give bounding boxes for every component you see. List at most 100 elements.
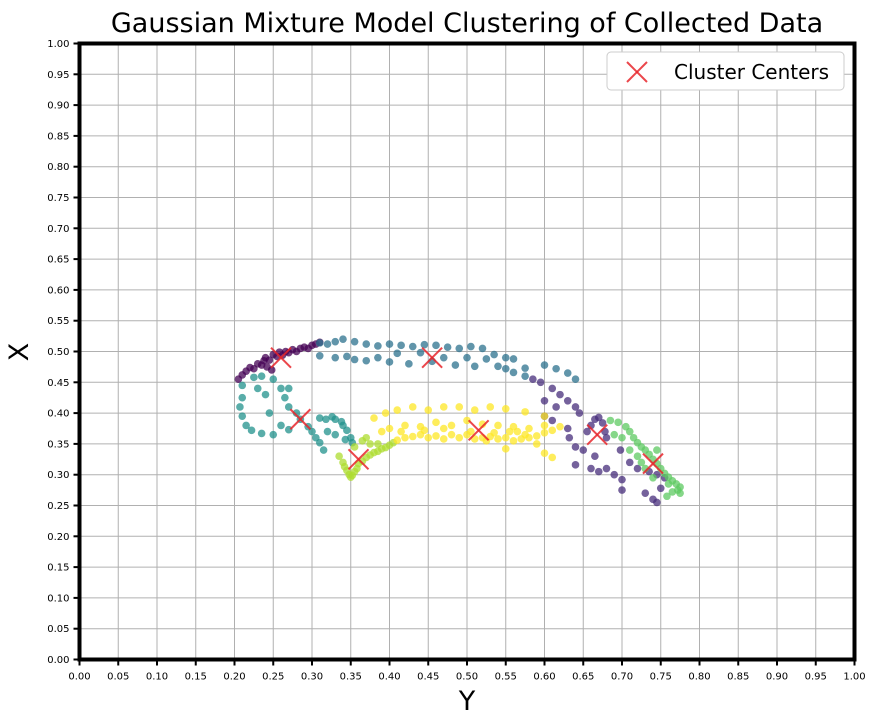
data-point xyxy=(664,480,673,488)
data-point xyxy=(663,492,671,501)
data-point xyxy=(548,453,557,462)
data-point xyxy=(393,406,402,414)
data-point xyxy=(540,429,549,437)
x-tick-label: 0.50 xyxy=(456,672,478,683)
data-points xyxy=(234,335,684,507)
y-tick-label: 0.30 xyxy=(47,470,69,481)
data-point xyxy=(575,409,584,417)
data-point xyxy=(610,470,619,479)
data-point xyxy=(350,355,359,364)
data-point xyxy=(548,416,557,425)
data-point xyxy=(540,361,549,369)
y-tick-label: 0.70 xyxy=(47,224,69,235)
data-point xyxy=(571,375,580,384)
y-tick-label: 0.15 xyxy=(47,563,69,574)
data-point xyxy=(408,342,417,351)
data-point xyxy=(649,473,657,482)
data-point xyxy=(424,406,433,414)
data-point xyxy=(633,464,642,473)
data-point xyxy=(509,368,518,377)
data-point xyxy=(331,430,340,439)
y-tick-label: 1.00 xyxy=(47,39,69,50)
data-point xyxy=(540,412,549,420)
data-point xyxy=(416,348,425,357)
data-point xyxy=(269,430,278,439)
data-point xyxy=(571,403,580,411)
data-point xyxy=(335,452,343,461)
data-point xyxy=(525,424,533,433)
data-point xyxy=(455,344,464,353)
data-point xyxy=(625,446,634,454)
cluster-center-marker xyxy=(586,423,608,446)
data-point xyxy=(374,440,382,448)
data-point xyxy=(284,403,293,411)
data-point xyxy=(323,427,332,436)
x-tick-label: 0.75 xyxy=(650,672,672,683)
grid-lines xyxy=(79,43,855,660)
data-point xyxy=(420,340,429,349)
data-point xyxy=(366,440,374,448)
x-tick-label: 0.65 xyxy=(572,672,594,683)
legend-center-marker xyxy=(626,61,648,83)
data-point xyxy=(668,488,677,496)
x-axis-label: Y xyxy=(458,686,476,717)
data-point xyxy=(397,427,405,436)
data-point xyxy=(242,421,250,430)
data-point xyxy=(637,458,646,467)
data-point xyxy=(401,421,409,430)
data-point xyxy=(439,403,448,411)
data-point xyxy=(556,422,564,431)
data-point xyxy=(405,360,413,368)
data-point xyxy=(343,426,351,435)
y-tick-label: 0.45 xyxy=(47,378,69,389)
y-tick-label: 0.35 xyxy=(47,439,69,450)
data-point xyxy=(556,390,564,399)
data-point xyxy=(618,486,626,494)
x-tick-label: 0.05 xyxy=(107,672,129,683)
y-tick-label: 0.25 xyxy=(47,501,69,512)
data-point xyxy=(350,337,359,346)
data-point xyxy=(676,489,684,497)
cluster-center-marker xyxy=(289,408,312,430)
y-tick-label: 0.95 xyxy=(47,70,69,81)
data-point xyxy=(385,340,394,348)
data-point xyxy=(432,418,440,427)
x-tick-label: 0.40 xyxy=(378,672,400,683)
cluster-centers xyxy=(270,346,664,475)
data-point xyxy=(565,433,574,442)
data-point xyxy=(381,409,390,417)
data-point xyxy=(315,438,324,447)
data-point xyxy=(463,353,471,362)
x-tick-label: 0.95 xyxy=(805,672,827,683)
y-tick-label: 0.50 xyxy=(47,347,69,358)
data-point xyxy=(443,343,452,351)
x-tick-label: 1.00 xyxy=(843,672,865,683)
y-tick-label: 0.60 xyxy=(47,285,69,296)
y-tick-label: 0.80 xyxy=(47,162,69,173)
data-point xyxy=(315,352,324,360)
data-point xyxy=(486,403,495,411)
data-point xyxy=(339,335,347,343)
data-point xyxy=(455,403,464,411)
data-point xyxy=(618,475,626,484)
data-point xyxy=(501,445,510,453)
data-point xyxy=(350,443,359,451)
data-point xyxy=(432,432,440,440)
data-point xyxy=(470,406,479,414)
data-point xyxy=(552,364,560,373)
data-point xyxy=(331,353,340,362)
data-point xyxy=(467,427,475,436)
data-point xyxy=(532,440,541,448)
data-point xyxy=(393,436,402,445)
data-point xyxy=(494,435,502,443)
x-tick-label: 0.00 xyxy=(68,672,90,683)
data-point xyxy=(563,424,572,433)
data-point xyxy=(397,341,405,350)
x-tick-label: 0.20 xyxy=(223,672,245,683)
x-tick-label: 0.60 xyxy=(533,672,555,683)
data-point xyxy=(594,413,603,422)
data-point xyxy=(315,414,324,422)
y-tick-label: 0.90 xyxy=(47,101,69,112)
data-point xyxy=(322,415,330,424)
